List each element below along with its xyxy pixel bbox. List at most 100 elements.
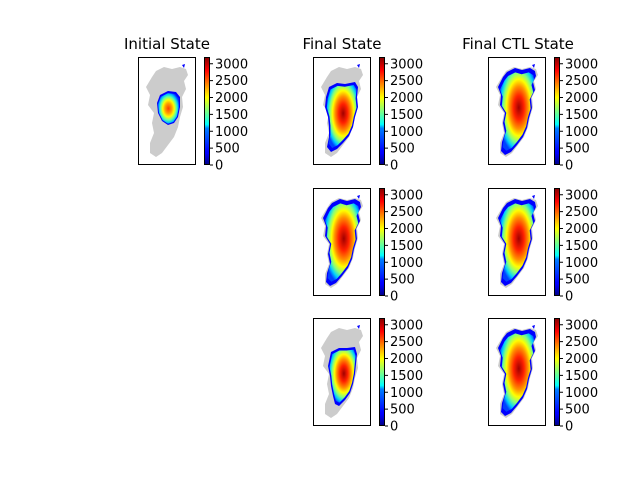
map-panel bbox=[138, 57, 196, 165]
colorbar-gradient bbox=[554, 318, 560, 426]
colorbar-tick-label: 0 bbox=[565, 420, 573, 435]
colorbar-tick-label: 2000 bbox=[390, 222, 423, 237]
map-panel bbox=[488, 57, 546, 165]
island-mark bbox=[182, 64, 185, 68]
colorbar-tick-label: 500 bbox=[565, 403, 590, 418]
colorbar-gradient bbox=[379, 57, 385, 165]
column-title-initial: Initial State bbox=[124, 35, 210, 53]
colorbar-tick-label: 1500 bbox=[565, 369, 598, 384]
colorbar-tick-label: 500 bbox=[390, 142, 415, 157]
island-mark bbox=[357, 64, 360, 68]
colorbar-tick-label: 2000 bbox=[565, 91, 598, 106]
colorbar-gradient bbox=[204, 57, 210, 165]
colorbar-tick-label: 2500 bbox=[390, 335, 423, 350]
island-mark bbox=[357, 195, 360, 199]
colorbar-tick-label: 1500 bbox=[390, 369, 423, 384]
colorbar-gradient bbox=[554, 188, 560, 296]
colorbar-tick-label: 1000 bbox=[215, 125, 248, 140]
colorbar-frame bbox=[379, 318, 385, 426]
colorbar-tick-label: 3000 bbox=[565, 57, 598, 72]
ice-thickness-field bbox=[500, 203, 535, 282]
map-frame bbox=[138, 57, 196, 165]
ice-thickness-field bbox=[329, 349, 356, 403]
colorbar-tick-label: 2500 bbox=[390, 74, 423, 89]
ice-thickness-field bbox=[500, 333, 535, 412]
colorbar-tick-label: 2500 bbox=[565, 205, 598, 220]
colorbar-tick-label: 500 bbox=[215, 142, 240, 157]
colorbar: 0 500 1000 1500 2000 2500 3000 bbox=[554, 318, 598, 435]
colorbar-tick-label: 3000 bbox=[215, 57, 248, 72]
colorbar-tick-label: 1000 bbox=[390, 386, 423, 401]
colorbar-tick-label: 0 bbox=[215, 159, 223, 174]
map-panel bbox=[488, 318, 546, 426]
colorbar-tick-label: 2000 bbox=[215, 91, 248, 106]
ice-thickness-field bbox=[500, 72, 535, 151]
map-panel bbox=[488, 188, 546, 296]
colorbar-tick-label: 0 bbox=[565, 290, 573, 305]
colorbar-tick-label: 0 bbox=[390, 290, 398, 305]
ice-thickness-field bbox=[158, 93, 179, 124]
colorbar-frame bbox=[554, 318, 560, 426]
colorbar-tick-label: 3000 bbox=[390, 57, 423, 72]
map-frame bbox=[313, 188, 371, 296]
colorbar-tick-label: 0 bbox=[565, 159, 573, 174]
colorbar-frame bbox=[204, 57, 210, 165]
colorbar-tick-label: 3000 bbox=[565, 188, 598, 203]
ice-thickness-field bbox=[325, 203, 360, 282]
colorbar: 0 500 1000 1500 2000 2500 3000 bbox=[554, 57, 598, 174]
column-title-final: Final State bbox=[302, 35, 381, 53]
map-panel bbox=[313, 318, 371, 426]
colorbar-tick-label: 2500 bbox=[565, 335, 598, 350]
colorbar-tick-label: 2000 bbox=[565, 222, 598, 237]
colorbar-gradient bbox=[379, 318, 385, 426]
map-frame bbox=[488, 188, 546, 296]
colorbar-gradient bbox=[379, 188, 385, 296]
map-frame bbox=[488, 57, 546, 165]
colorbar: 0 500 1000 1500 2000 2500 3000 bbox=[554, 188, 598, 305]
colorbar-tick-label: 1000 bbox=[565, 125, 598, 140]
colorbar-tick-label: 1000 bbox=[390, 125, 423, 140]
map-panel bbox=[313, 57, 371, 165]
colorbar-tick-label: 1500 bbox=[215, 108, 248, 123]
colorbar: 0 500 1000 1500 2000 2500 3000 bbox=[379, 318, 423, 435]
panel-grid: 0 500 1000 1500 2000 2500 3000 0 500 1000 1500 2000… bbox=[138, 57, 598, 435]
colorbar-tick-label: 500 bbox=[565, 142, 590, 157]
map-frame bbox=[313, 318, 371, 426]
colorbar-tick-label: 500 bbox=[565, 273, 590, 288]
map-panel bbox=[313, 188, 371, 296]
colorbar: 0 500 1000 1500 2000 2500 3000 bbox=[379, 188, 423, 305]
colorbar: 0 500 1000 1500 2000 2500 3000 bbox=[204, 57, 248, 174]
colorbar-tick-label: 1500 bbox=[565, 108, 598, 123]
colorbar-tick-label: 500 bbox=[390, 273, 415, 288]
colorbar-tick-label: 2000 bbox=[565, 352, 598, 367]
colorbar: 0 500 1000 1500 2000 2500 3000 bbox=[379, 57, 423, 174]
island-mark bbox=[532, 195, 535, 199]
island-mark bbox=[532, 64, 535, 68]
colorbar-tick-label: 2000 bbox=[390, 91, 423, 106]
colorbar-tick-label: 1500 bbox=[565, 239, 598, 254]
map-frame bbox=[488, 318, 546, 426]
island-mark bbox=[357, 325, 360, 329]
colorbar-tick-label: 3000 bbox=[565, 318, 598, 333]
column-title-final-ctl: Final CTL State bbox=[462, 35, 574, 53]
colorbar-tick-label: 3000 bbox=[390, 318, 423, 333]
colorbar-tick-label: 1000 bbox=[390, 256, 423, 271]
map-frame bbox=[313, 57, 371, 165]
colorbar-tick-label: 1000 bbox=[565, 386, 598, 401]
colorbar-tick-label: 2000 bbox=[390, 352, 423, 367]
colorbar-gradient bbox=[554, 57, 560, 165]
colorbar-tick-label: 1000 bbox=[565, 256, 598, 271]
colorbar-tick-label: 2500 bbox=[565, 74, 598, 89]
colorbar-tick-label: 500 bbox=[390, 403, 415, 418]
ice-thickness-field bbox=[326, 85, 357, 148]
colorbar-tick-label: 2500 bbox=[215, 74, 248, 89]
colorbar-tick-label: 0 bbox=[390, 159, 398, 174]
colorbar-tick-label: 2500 bbox=[390, 205, 423, 220]
colorbar-tick-label: 1500 bbox=[390, 239, 423, 254]
colorbar-frame bbox=[554, 188, 560, 296]
colorbar-frame bbox=[379, 57, 385, 165]
colorbar-frame bbox=[379, 188, 385, 296]
colorbar-tick-label: 3000 bbox=[390, 188, 423, 203]
colorbar-tick-label: 1500 bbox=[390, 108, 423, 123]
